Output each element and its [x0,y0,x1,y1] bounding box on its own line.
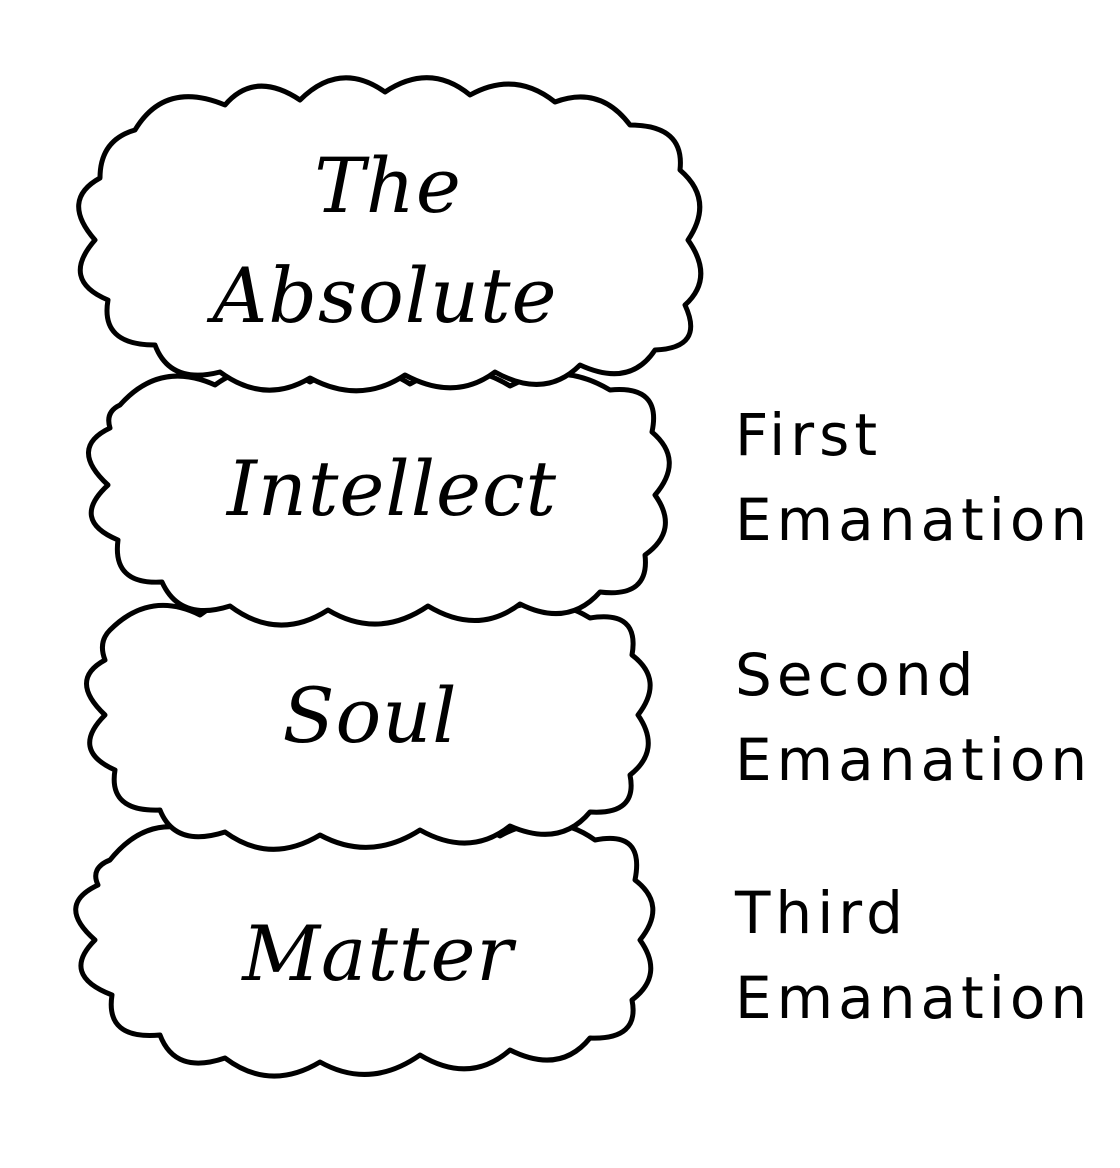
emanation-first-line1: First [735,401,882,469]
cloud-intellect-label: Intellect [225,444,557,533]
emanation-third-line2: Emanation [735,964,1092,1032]
cloud-soul: Soul [84,593,653,852]
emanation-third: Third Emanation [734,879,1092,1032]
emanation-second: Second Emanation [735,641,1092,794]
cloud-absolute-outline [76,75,704,394]
emanation-second-line2: Emanation [735,726,1092,794]
cloud-matter-label: Matter [240,909,517,998]
cloud-matter: Matter [73,814,656,1079]
emanation-first: First Emanation [735,401,1092,554]
emanation-third-line1: Third [734,879,908,947]
cloud-absolute-label-line1: The [314,141,462,230]
cloud-absolute-label-line2: Absolute [206,251,557,340]
cloud-absolute: The Absolute [76,75,704,394]
cloud-soul-label: Soul [282,671,457,760]
cloud-intellect: Intellect [86,365,672,628]
emanation-second-line1: Second [735,641,978,709]
emanation-first-line2: Emanation [735,486,1092,554]
